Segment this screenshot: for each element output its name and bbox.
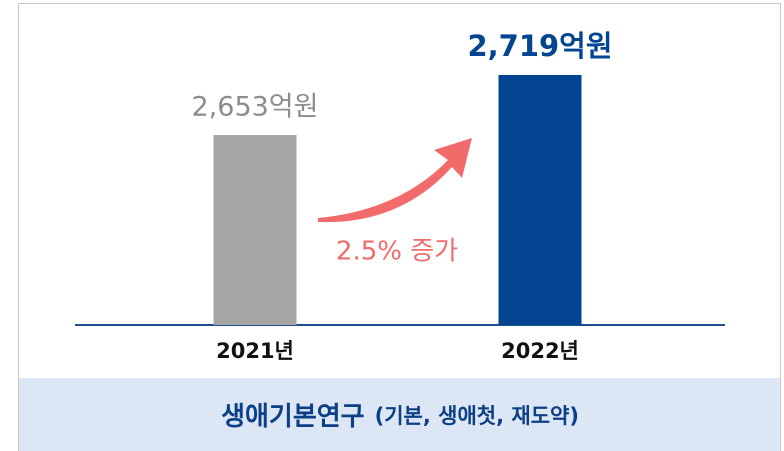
x-tick-label: 2022년 [501, 339, 579, 363]
caption: 생애기본연구 (기본, 생애첫, 재도약) [221, 402, 579, 432]
chart-frame [18, 3, 781, 451]
value-label: 2,719억원 [467, 29, 612, 63]
bar [213, 135, 297, 325]
caption-title: 생애기본연구 [221, 402, 365, 432]
increase-arrow [318, 138, 472, 223]
caption-band [19, 378, 780, 451]
bar [498, 75, 582, 325]
x-tick-label: 2021년 [216, 339, 294, 363]
annotation: 2.5% 증가 [336, 237, 458, 267]
caption-note: (기본, 생애첫, 재도약) [375, 404, 579, 428]
value-label: 2,653억원 [192, 92, 319, 123]
